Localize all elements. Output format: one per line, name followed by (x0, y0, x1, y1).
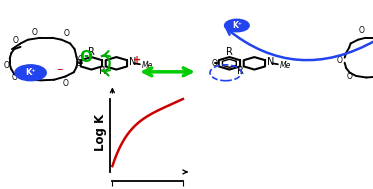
Y-axis label: Log K: Log K (94, 114, 107, 151)
Circle shape (15, 65, 46, 81)
Text: R: R (226, 47, 233, 57)
Text: O: O (336, 56, 342, 65)
Text: R: R (98, 66, 106, 76)
Text: R: R (236, 66, 244, 76)
Text: R: R (88, 47, 95, 57)
Text: O: O (78, 55, 84, 64)
Text: O: O (211, 59, 217, 68)
Text: O: O (3, 61, 9, 70)
Text: K⁺: K⁺ (25, 68, 36, 77)
Text: Θ: Θ (79, 50, 92, 65)
Text: K⁺: K⁺ (232, 21, 242, 30)
Text: N: N (129, 57, 136, 67)
Text: O: O (63, 29, 69, 38)
Text: O: O (13, 36, 19, 45)
Text: Me: Me (280, 61, 291, 70)
Text: ⁻: ⁻ (56, 66, 63, 79)
Text: O: O (12, 73, 18, 82)
Text: O: O (347, 72, 352, 81)
Text: N: N (267, 57, 274, 67)
Text: O: O (62, 79, 68, 88)
Text: O: O (31, 28, 37, 37)
Text: +: + (133, 56, 141, 65)
Text: O: O (359, 26, 365, 35)
Text: Me: Me (142, 61, 153, 70)
Text: O: O (75, 59, 81, 68)
Circle shape (225, 19, 249, 32)
